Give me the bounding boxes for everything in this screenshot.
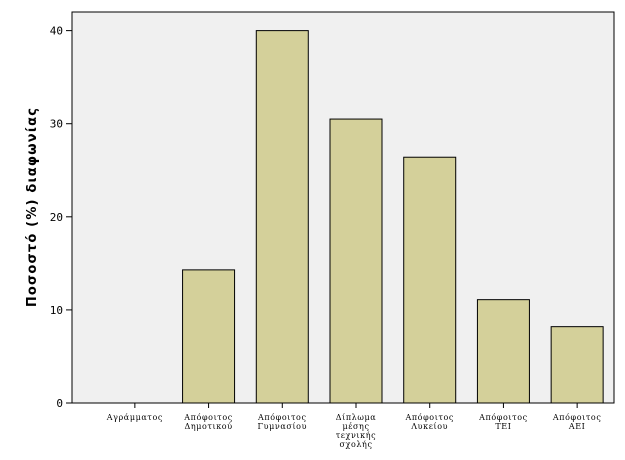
y-tick-label: 10 xyxy=(50,304,63,317)
x-tick-label: Απόφοιτος Δημοτικού xyxy=(183,413,233,431)
y-axis-title: Ποσοστό (%) διαφωνίας xyxy=(25,107,40,307)
bar xyxy=(329,118,383,404)
y-axis: 0 10 20 30 40 xyxy=(50,25,72,410)
x-axis: Αγράμματος Απόφοιτος Δημοτικού Απόφοιτος Γυμ… xyxy=(106,403,602,449)
x-tick-label: Απόφοιτος ΤΕΙ xyxy=(478,413,528,431)
bar xyxy=(182,269,236,404)
y-tick-label: 20 xyxy=(50,211,63,224)
bar xyxy=(550,326,604,404)
bar xyxy=(255,30,309,404)
x-tick-label: Απόφοιτος ΑΕΙ xyxy=(552,413,602,431)
x-tick-label: Απόφοιτος Λυκείου xyxy=(404,413,454,431)
y-tick-label: 40 xyxy=(50,25,63,38)
bar xyxy=(476,299,530,404)
x-tick-label: Δίπλωμα μέσης τεχνικής σχολής xyxy=(336,413,377,449)
bar xyxy=(403,156,457,404)
x-tick-label: Αγράμματος xyxy=(106,413,163,422)
y-tick-label: 30 xyxy=(50,118,63,131)
bars-group xyxy=(182,30,604,404)
y-tick-label: 0 xyxy=(56,397,63,410)
x-tick-label: Απόφοιτος Γυμνασίου xyxy=(257,413,307,431)
